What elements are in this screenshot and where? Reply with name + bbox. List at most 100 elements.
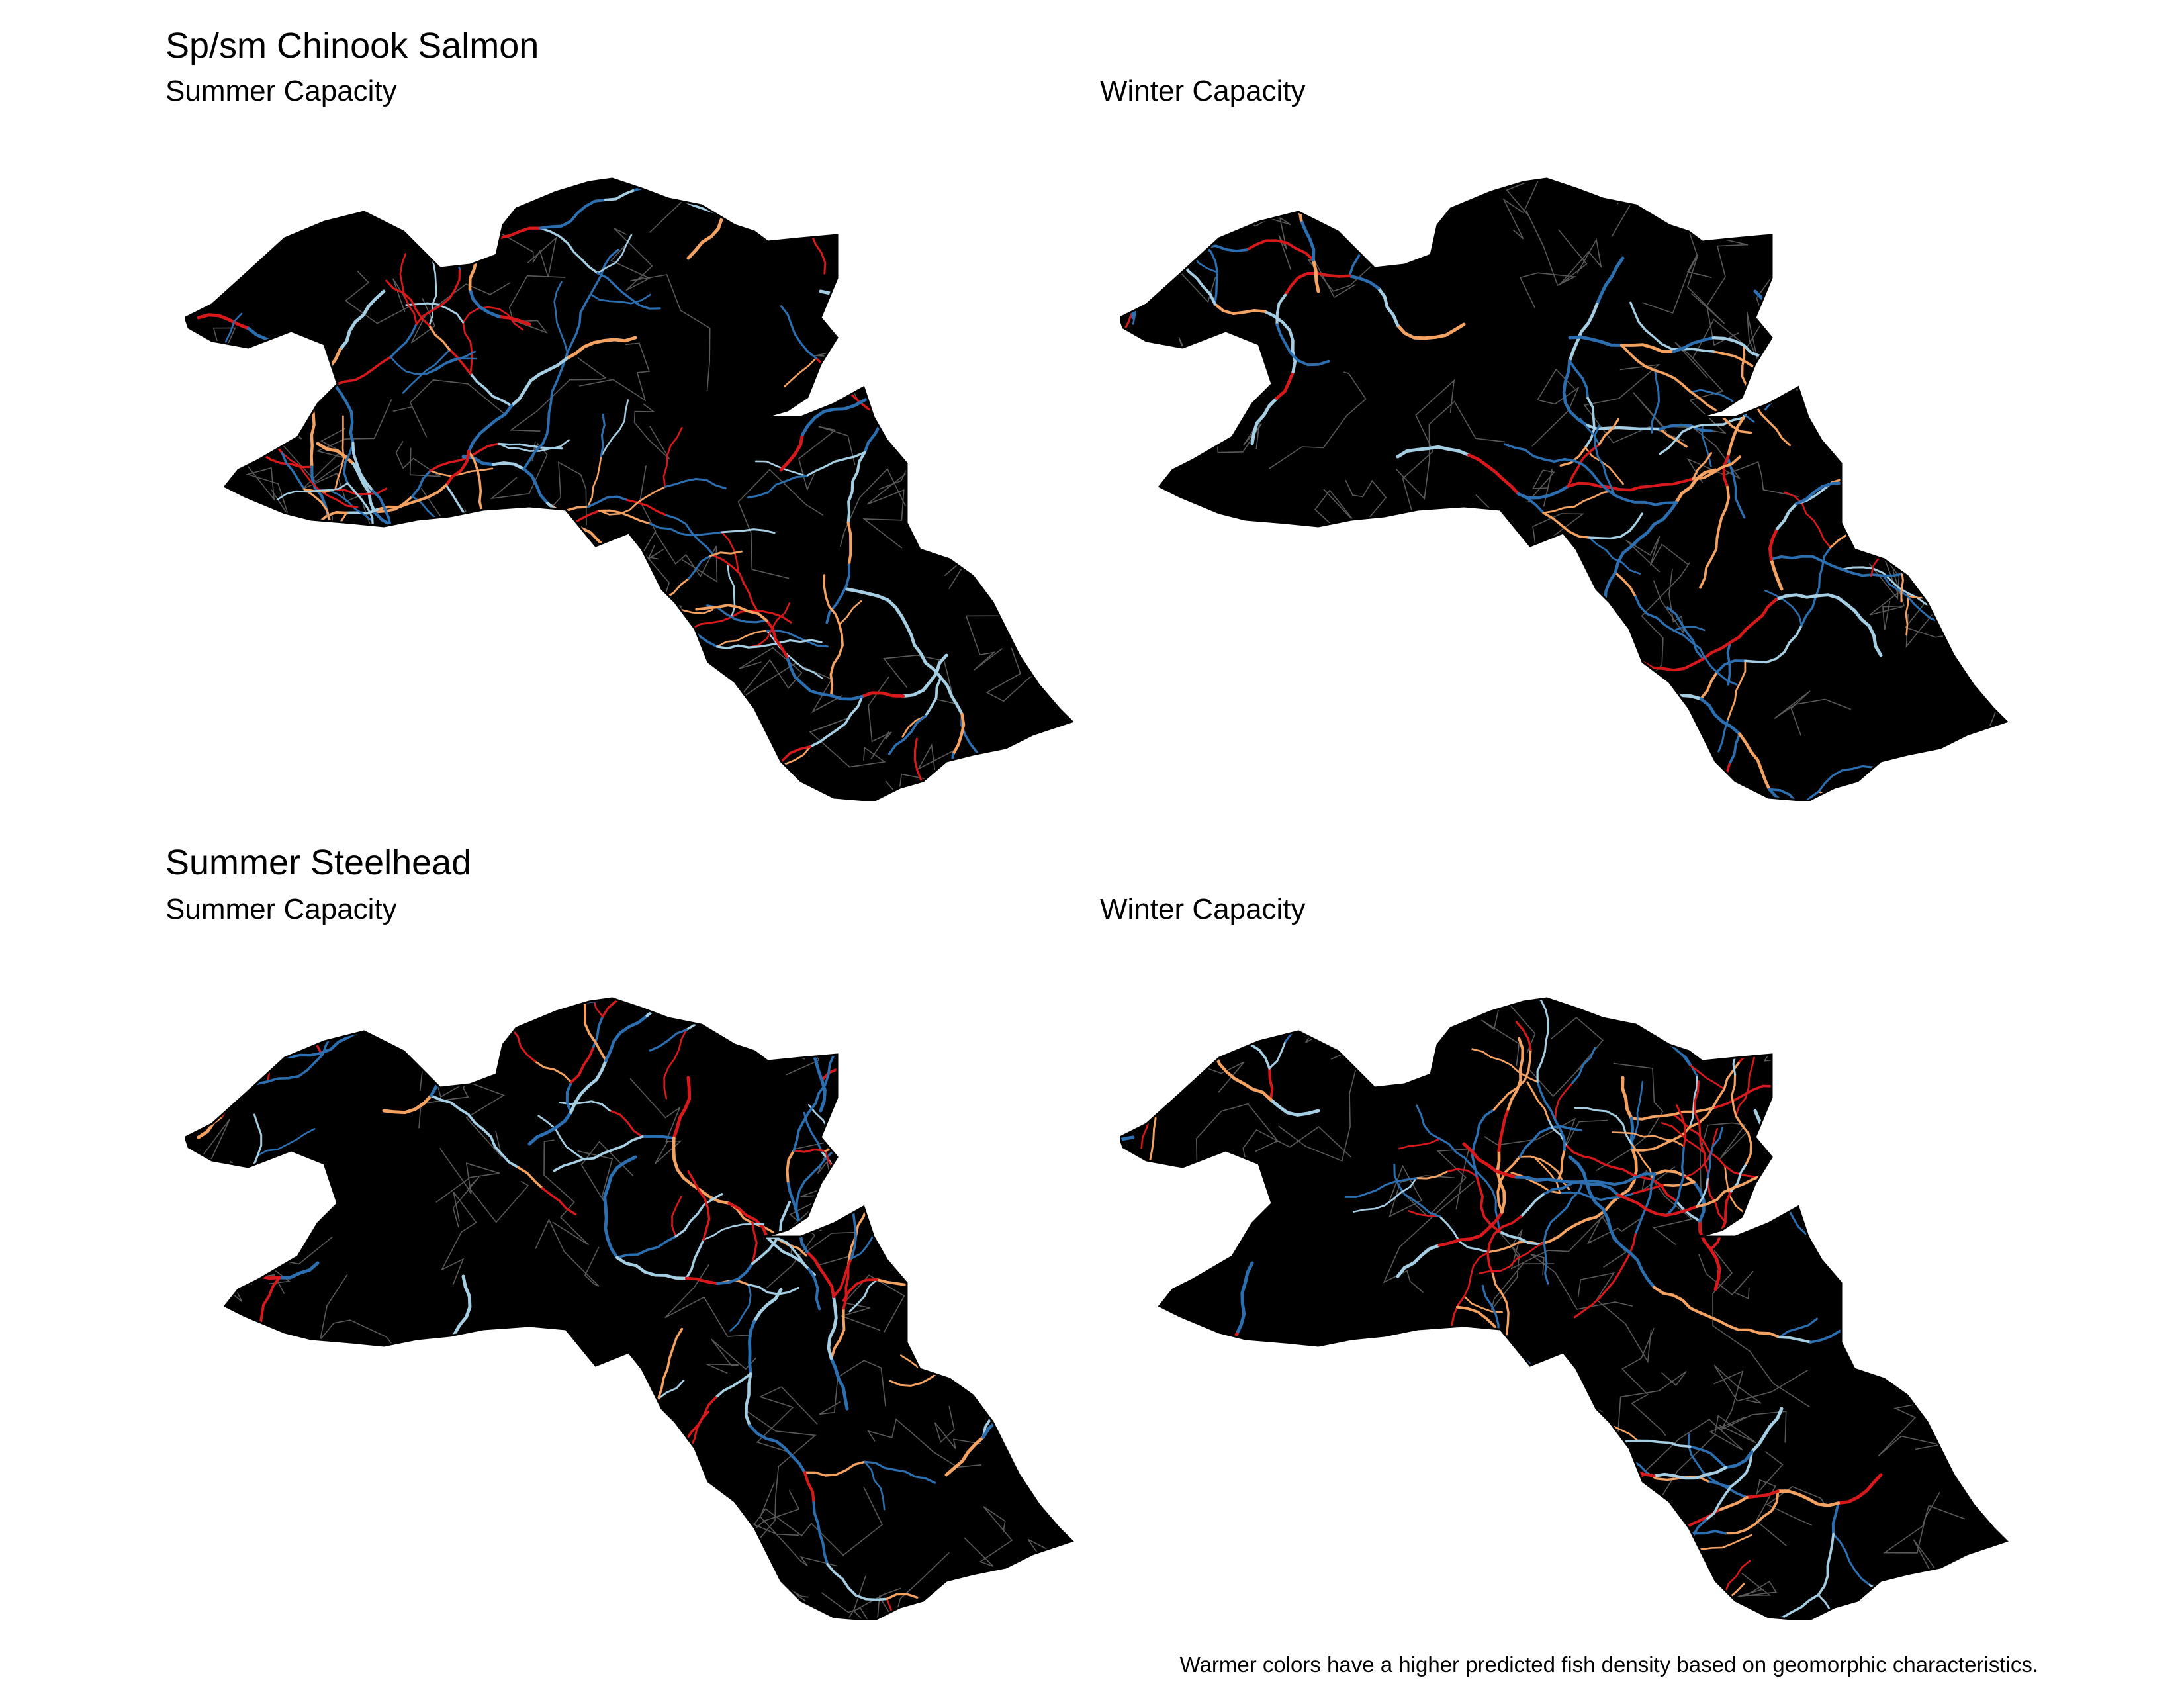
stream-segment xyxy=(615,1256,688,1280)
stream-segment xyxy=(886,791,940,801)
stream-segment xyxy=(1536,1080,1557,1121)
stream-segment xyxy=(766,630,829,648)
subbasin-boundary xyxy=(1645,1416,1746,1472)
stream-segment xyxy=(981,1371,1020,1439)
stream-segment xyxy=(1554,1119,1566,1151)
stream-segment xyxy=(1152,179,1169,198)
stream-segment xyxy=(1723,1060,1741,1090)
stream-segment xyxy=(351,442,375,492)
stream-segment xyxy=(336,565,410,584)
stream-segment xyxy=(803,1460,866,1477)
stream-segment xyxy=(185,998,196,1008)
stream-segment xyxy=(1594,1200,1639,1262)
subbasin-boundary xyxy=(1890,1135,1927,1264)
stream-segment xyxy=(1844,1061,1898,1073)
stream-segment xyxy=(1661,1180,1696,1187)
stream-segment xyxy=(1120,1477,1154,1496)
stream-segment xyxy=(1959,381,1966,425)
stream-segment xyxy=(1120,998,1160,1035)
subbasin-boundary xyxy=(1960,285,2007,358)
basin-outline xyxy=(185,177,1074,801)
stream-segment xyxy=(1724,1450,1754,1470)
subbasin-boundary xyxy=(1339,545,1406,645)
stream-segment xyxy=(846,521,852,567)
stream-segment xyxy=(762,1225,807,1257)
stream-segment xyxy=(1893,506,1901,540)
stream-segment xyxy=(1925,230,1948,302)
stream-segment xyxy=(1769,557,1784,591)
stream-segment xyxy=(809,695,864,748)
stream-segment xyxy=(1120,945,1171,963)
stream-segment xyxy=(1445,1168,1478,1177)
stream-segment xyxy=(1701,424,1712,467)
stream-segment xyxy=(1120,1130,1135,1142)
stream-segment xyxy=(1905,592,1909,636)
stream-segment xyxy=(462,321,473,375)
stream-segment xyxy=(1639,477,1695,489)
subbasin-boundary xyxy=(981,269,1027,303)
stream-segment xyxy=(185,984,195,985)
subbasin-boundary xyxy=(312,1540,376,1620)
stream-segment xyxy=(1727,455,1746,519)
subbasin-boundary xyxy=(440,1192,477,1286)
stream-segment xyxy=(1588,536,1641,575)
basin-outline xyxy=(1120,997,2009,1620)
subbasin-boundary xyxy=(578,342,651,402)
stream-segment xyxy=(428,252,437,327)
stream-segment xyxy=(588,998,604,1017)
stream-segment xyxy=(1120,1013,1147,1039)
subbasin-boundary xyxy=(1300,126,1372,175)
stream-segment xyxy=(553,1158,585,1172)
stream-segment xyxy=(1832,1533,1871,1586)
subbasin-boundary xyxy=(688,998,733,1033)
subbasin-boundary xyxy=(1481,998,1536,1066)
subbasin-boundary xyxy=(905,235,944,350)
stream-segment xyxy=(260,1428,284,1500)
stream-segment xyxy=(786,655,833,697)
subbasin-boundary xyxy=(1400,1148,1470,1218)
subbasin-boundary xyxy=(392,379,505,438)
stream-segment xyxy=(334,415,345,491)
subbasin-boundary xyxy=(610,228,653,291)
stream-segment xyxy=(1688,1088,1726,1129)
stream-segment xyxy=(334,578,381,618)
stream-segment xyxy=(887,715,927,755)
stream-segment xyxy=(422,1460,446,1521)
subbasin-boundary xyxy=(1347,613,1405,747)
stream-segment xyxy=(600,399,629,457)
stream-segment xyxy=(1716,1495,1749,1512)
stream-segment xyxy=(860,691,905,698)
subbasin-boundary xyxy=(942,1021,1023,1068)
stream-segment xyxy=(505,148,557,153)
stream-segment xyxy=(547,351,569,414)
stream-segment xyxy=(1950,451,1974,512)
stream-segment xyxy=(1842,469,1915,485)
stream-segment xyxy=(860,130,901,139)
stream-segment xyxy=(1844,396,1870,420)
subbasin-boundary xyxy=(1518,1399,1603,1466)
subbasin-boundary xyxy=(1197,998,1314,1028)
stream-segment xyxy=(1717,720,1729,753)
subbasin-boundary xyxy=(1755,1451,1787,1546)
stream-segment xyxy=(1022,1389,1066,1398)
stream-segment xyxy=(565,1080,573,1114)
stream-segment xyxy=(1490,1482,1545,1520)
stream-segment xyxy=(281,452,320,491)
subbasin-boundary xyxy=(1653,568,1684,633)
stream-segment xyxy=(459,1496,517,1524)
subbasin-boundary xyxy=(625,694,657,738)
stream-segment xyxy=(1515,1021,1532,1051)
subbasin-boundary xyxy=(1120,516,1205,602)
subbasin-boundary xyxy=(1502,179,1541,240)
stream-segment xyxy=(1363,222,1385,250)
stream-segment xyxy=(1761,1167,1816,1177)
stream-segment xyxy=(316,442,355,466)
stream-segment xyxy=(539,227,599,275)
stream-segment xyxy=(1963,353,2007,383)
subbasin-boundary xyxy=(992,250,1033,321)
stream-segment xyxy=(469,372,513,407)
stream-segment xyxy=(716,630,768,648)
stream-segment xyxy=(674,1193,723,1238)
stream-segment xyxy=(1729,1450,1753,1488)
stream-segment xyxy=(333,383,355,445)
